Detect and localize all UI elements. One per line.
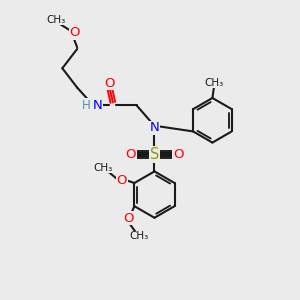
Text: O: O (105, 76, 115, 90)
Text: O: O (117, 173, 127, 187)
Text: N: N (92, 99, 102, 112)
Text: N: N (150, 121, 159, 134)
Text: CH₃: CH₃ (129, 232, 148, 242)
Text: CH₃: CH₃ (204, 77, 224, 88)
Text: O: O (123, 212, 134, 225)
Text: O: O (70, 26, 80, 39)
Text: O: O (173, 148, 184, 161)
Text: CH₃: CH₃ (47, 15, 66, 25)
Text: O: O (125, 148, 136, 161)
Text: H: H (82, 99, 91, 112)
Text: CH₃: CH₃ (94, 163, 113, 172)
Text: S: S (150, 147, 159, 162)
